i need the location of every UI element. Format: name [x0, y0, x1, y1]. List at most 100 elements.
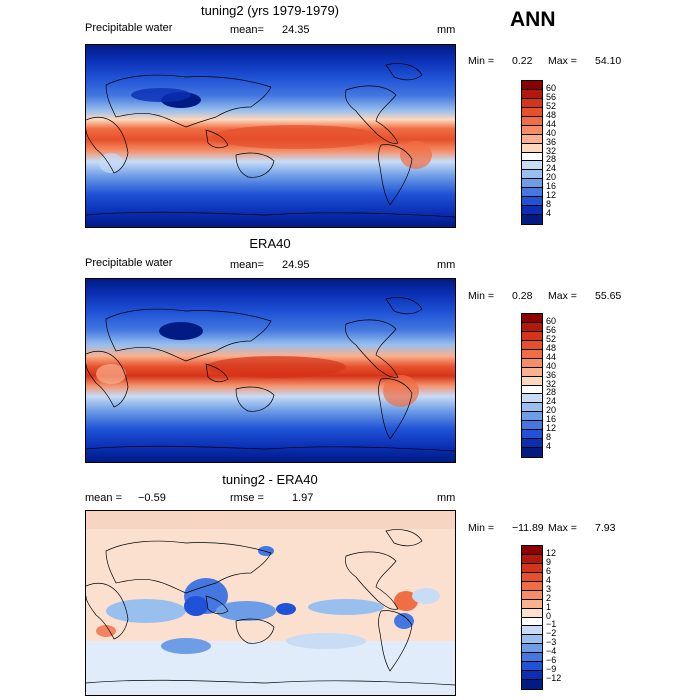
colorbar-swatch: [522, 331, 542, 341]
colorbar-swatch: [522, 617, 542, 627]
colorbar-swatch: [522, 340, 542, 350]
colorbar-swatch: [522, 572, 542, 582]
season-label: ANN: [510, 8, 556, 31]
panel-3-max-value: 7.93: [595, 522, 616, 534]
colorbar-tick-label: 3: [546, 583, 552, 594]
colorbar-swatch: [522, 376, 542, 386]
panel-3-min-label: Min =: [468, 522, 494, 534]
colorbar-tick-label: −1: [546, 619, 557, 630]
colorbar-swatch: [522, 367, 542, 377]
colorbar-tick-label: 44: [546, 118, 557, 129]
colorbar-tick-label: 16: [546, 181, 557, 192]
colorbar-swatch: [522, 680, 542, 689]
panel-3-title: tuning2 - ERA40: [222, 472, 318, 487]
colorbar-swatch: [522, 635, 542, 645]
colorbar-tick-label: 60: [546, 315, 557, 326]
colorbar-swatch: [522, 125, 542, 135]
colorbar-tick-label: 60: [546, 82, 557, 93]
colorbar-swatch: [522, 421, 542, 431]
colorbar-swatch: [522, 662, 542, 672]
colorbar-tick-label: 9: [546, 556, 552, 567]
colorbar-swatch: [522, 608, 542, 618]
colorbar-tick-label: 8: [546, 199, 552, 210]
panel-2-mean-value: 24.95: [282, 259, 310, 271]
colorbar-swatch: [522, 439, 542, 449]
colorbar-tick-label: 4: [546, 441, 552, 452]
panel-3-min-value: −11.89: [512, 522, 544, 534]
colorbar-swatch: [522, 394, 542, 404]
colorbar-tick-label: 24: [546, 163, 557, 174]
colorbar-tick-label: 24: [546, 396, 557, 407]
colorbar-swatch: [522, 626, 542, 636]
colorbar-tick-label: −4: [546, 646, 557, 657]
panel-3-colorbar: [521, 545, 543, 690]
colorbar-swatch: [522, 385, 542, 395]
colorbar-swatch: [522, 188, 542, 198]
colorbar-tick-label: 0: [546, 610, 552, 621]
panel-2-colorbar: [521, 313, 543, 458]
colorbar-swatch: [522, 563, 542, 573]
colorbar-swatch: [522, 644, 542, 654]
panel-1-min-value: 0.22: [512, 55, 533, 67]
colorbar-swatch: [522, 581, 542, 591]
colorbar-swatch: [522, 152, 542, 162]
colorbar-swatch: [522, 170, 542, 180]
colorbar-tick-label: 16: [546, 414, 557, 425]
colorbar-swatch: [522, 358, 542, 368]
colorbar-tick-label: 36: [546, 369, 557, 380]
panel-1-units: mm: [437, 24, 456, 36]
colorbar-swatch: [522, 412, 542, 422]
colorbar-swatch: [522, 98, 542, 108]
colorbar-swatch: [522, 116, 542, 126]
colorbar-swatch: [522, 554, 542, 564]
panel-3-map: [85, 510, 456, 696]
panel-3-mean-value: −0.59: [138, 492, 166, 504]
colorbar-tick-label: 2: [546, 592, 552, 603]
colorbar-swatch: [522, 81, 542, 90]
colorbar-swatch: [522, 430, 542, 440]
colorbar-swatch: [522, 322, 542, 332]
colorbar-tick-label: 1: [546, 601, 552, 612]
colorbar-tick-label: 12: [546, 190, 557, 201]
panel-3-rmse-value: 1.97: [292, 492, 314, 504]
colorbar-swatch: [522, 134, 542, 144]
colorbar-tick-label: 12: [546, 423, 557, 434]
panel-2-min-label: Min =: [468, 290, 494, 302]
panel-1-map: [85, 44, 456, 228]
panel-1-variable-label: Precipitable water: [85, 22, 173, 34]
colorbar-swatch: [522, 89, 542, 99]
colorbar-swatch: [522, 653, 542, 663]
colorbar-tick-label: 20: [546, 172, 557, 183]
colorbar-swatch: [522, 349, 542, 359]
panel-1-mean-value: 24.35: [282, 24, 310, 36]
panel-3-units: mm: [437, 492, 456, 504]
colorbar-tick-label: 4: [546, 208, 552, 219]
panel-2-map: [85, 278, 456, 463]
colorbar-tick-label: −6: [546, 655, 557, 666]
colorbar-swatch: [522, 215, 542, 224]
panel-2-max-value: 55.65: [595, 290, 622, 302]
panel-1-mean-label: mean=: [230, 24, 264, 36]
colorbar-tick-label: 44: [546, 351, 557, 362]
panel-1-title: tuning2 (yrs 1979-1979): [200, 3, 340, 18]
colorbar-swatch: [522, 161, 542, 171]
colorbar-tick-label: −3: [546, 637, 557, 648]
colorbar-swatch: [522, 403, 542, 413]
colorbar-swatch: [522, 107, 542, 117]
colorbar-tick-label: 56: [546, 324, 557, 335]
panel-2-title: ERA40: [249, 236, 291, 251]
colorbar-tick-label: 28: [546, 154, 557, 165]
colorbar-tick-label: 48: [546, 109, 557, 120]
colorbar-tick-label: 48: [546, 342, 557, 353]
colorbar-swatch: [522, 448, 542, 457]
colorbar-swatch: [522, 179, 542, 189]
colorbar-swatch: [522, 590, 542, 600]
panel-2-field: [86, 279, 455, 462]
colorbar-tick-label: 56: [546, 91, 557, 102]
colorbar-tick-label: 20: [546, 405, 557, 416]
colorbar-swatch: [522, 206, 542, 216]
panel-1-field: [86, 45, 455, 227]
colorbar-tick-label: 8: [546, 432, 552, 443]
panel-3-rmse-label: rmse =: [230, 492, 264, 504]
panel-3-mean-label: mean =: [85, 492, 122, 504]
